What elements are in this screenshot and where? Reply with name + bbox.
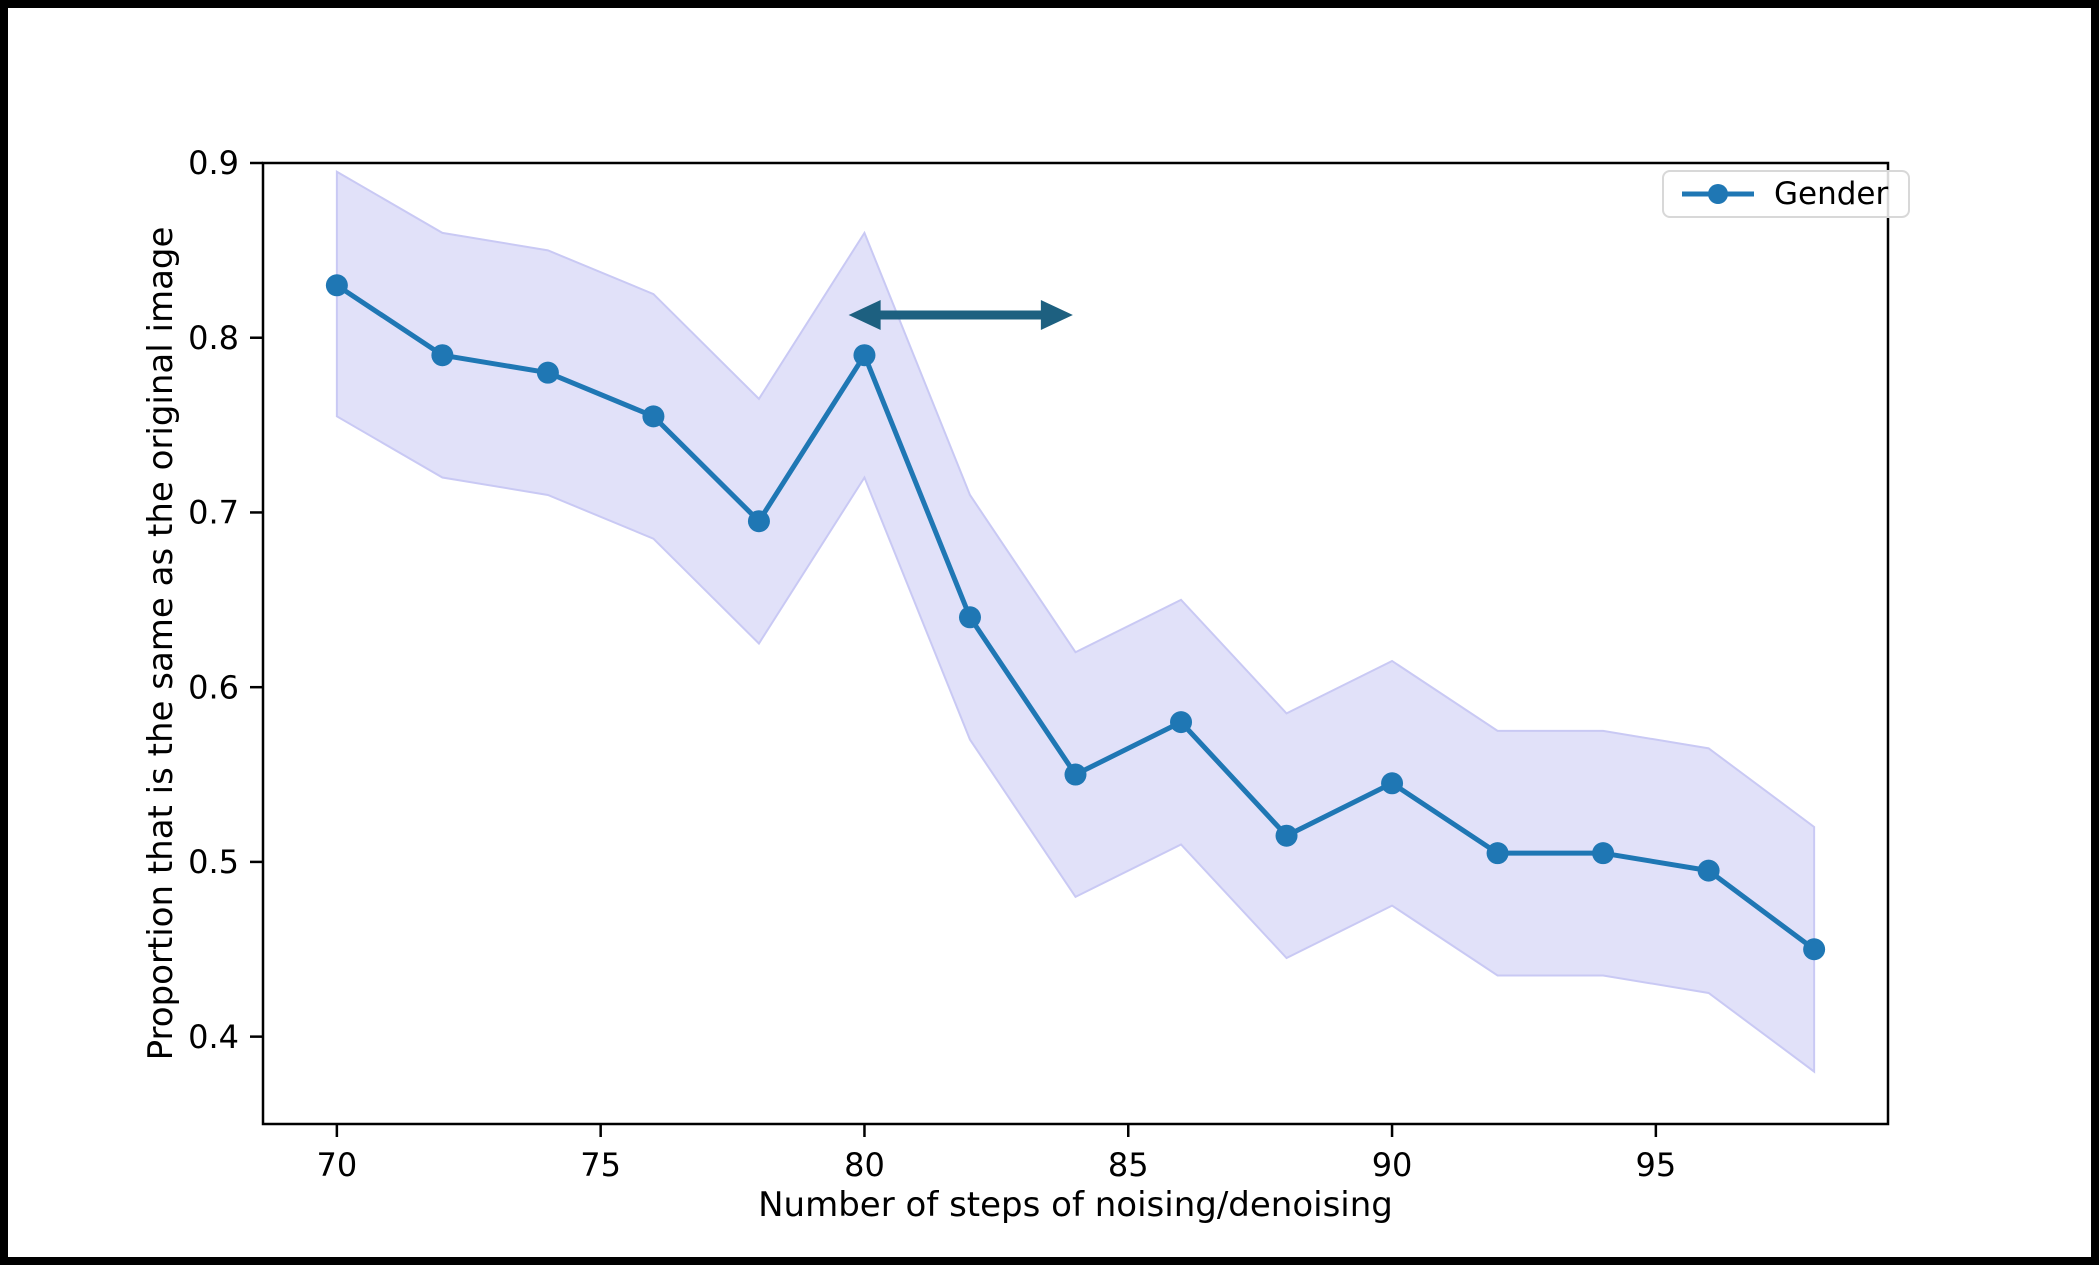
y-tick-label: 0.6 (188, 668, 239, 706)
confidence-band (335, 170, 1816, 1074)
axes-frame (261, 161, 1890, 1126)
data-point-marker (958, 606, 981, 629)
data-point-marker (642, 405, 665, 428)
legend-label: Gender (1774, 175, 1889, 212)
x-tick-label: 75 (580, 1146, 621, 1184)
x-tick-label: 70 (317, 1146, 358, 1184)
y-tick-label: 0.9 (188, 144, 239, 182)
y-tick-label: 0.5 (188, 843, 239, 881)
data-point-marker (1697, 859, 1720, 882)
y-tick-label: 0.7 (188, 494, 239, 532)
data-point-marker (325, 274, 348, 297)
data-point-marker (536, 361, 559, 384)
data-point-marker (1486, 842, 1509, 865)
x-tick-label: 95 (1635, 1146, 1676, 1184)
data-point-marker (1275, 824, 1298, 847)
data-point-marker (1592, 842, 1615, 865)
x-axis-label: Number of steps of noising/denoising (758, 1185, 1393, 1225)
legend: Gender (1662, 170, 1911, 218)
x-tick-label: 85 (1108, 1146, 1149, 1184)
data-point-marker (853, 344, 876, 367)
legend-sample-dot (1708, 184, 1728, 204)
double-arrow-right-head (1040, 300, 1073, 331)
double-arrow-left-head (848, 300, 881, 331)
y-axis-label: Proportion that is the same as the origi… (141, 227, 181, 1061)
data-point-marker (1803, 938, 1826, 961)
y-tick-label: 0.4 (188, 1018, 239, 1056)
data-point-marker (431, 344, 454, 367)
legend-line-marker-icon (1682, 184, 1754, 204)
x-tick-label: 90 (1372, 1146, 1413, 1184)
data-point-marker (1170, 711, 1193, 734)
data-point-marker (1381, 772, 1404, 795)
x-tick-label: 80 (844, 1146, 885, 1184)
y-tick-label: 0.8 (188, 319, 239, 357)
data-point-marker (747, 510, 770, 533)
data-point-marker (1064, 763, 1087, 786)
